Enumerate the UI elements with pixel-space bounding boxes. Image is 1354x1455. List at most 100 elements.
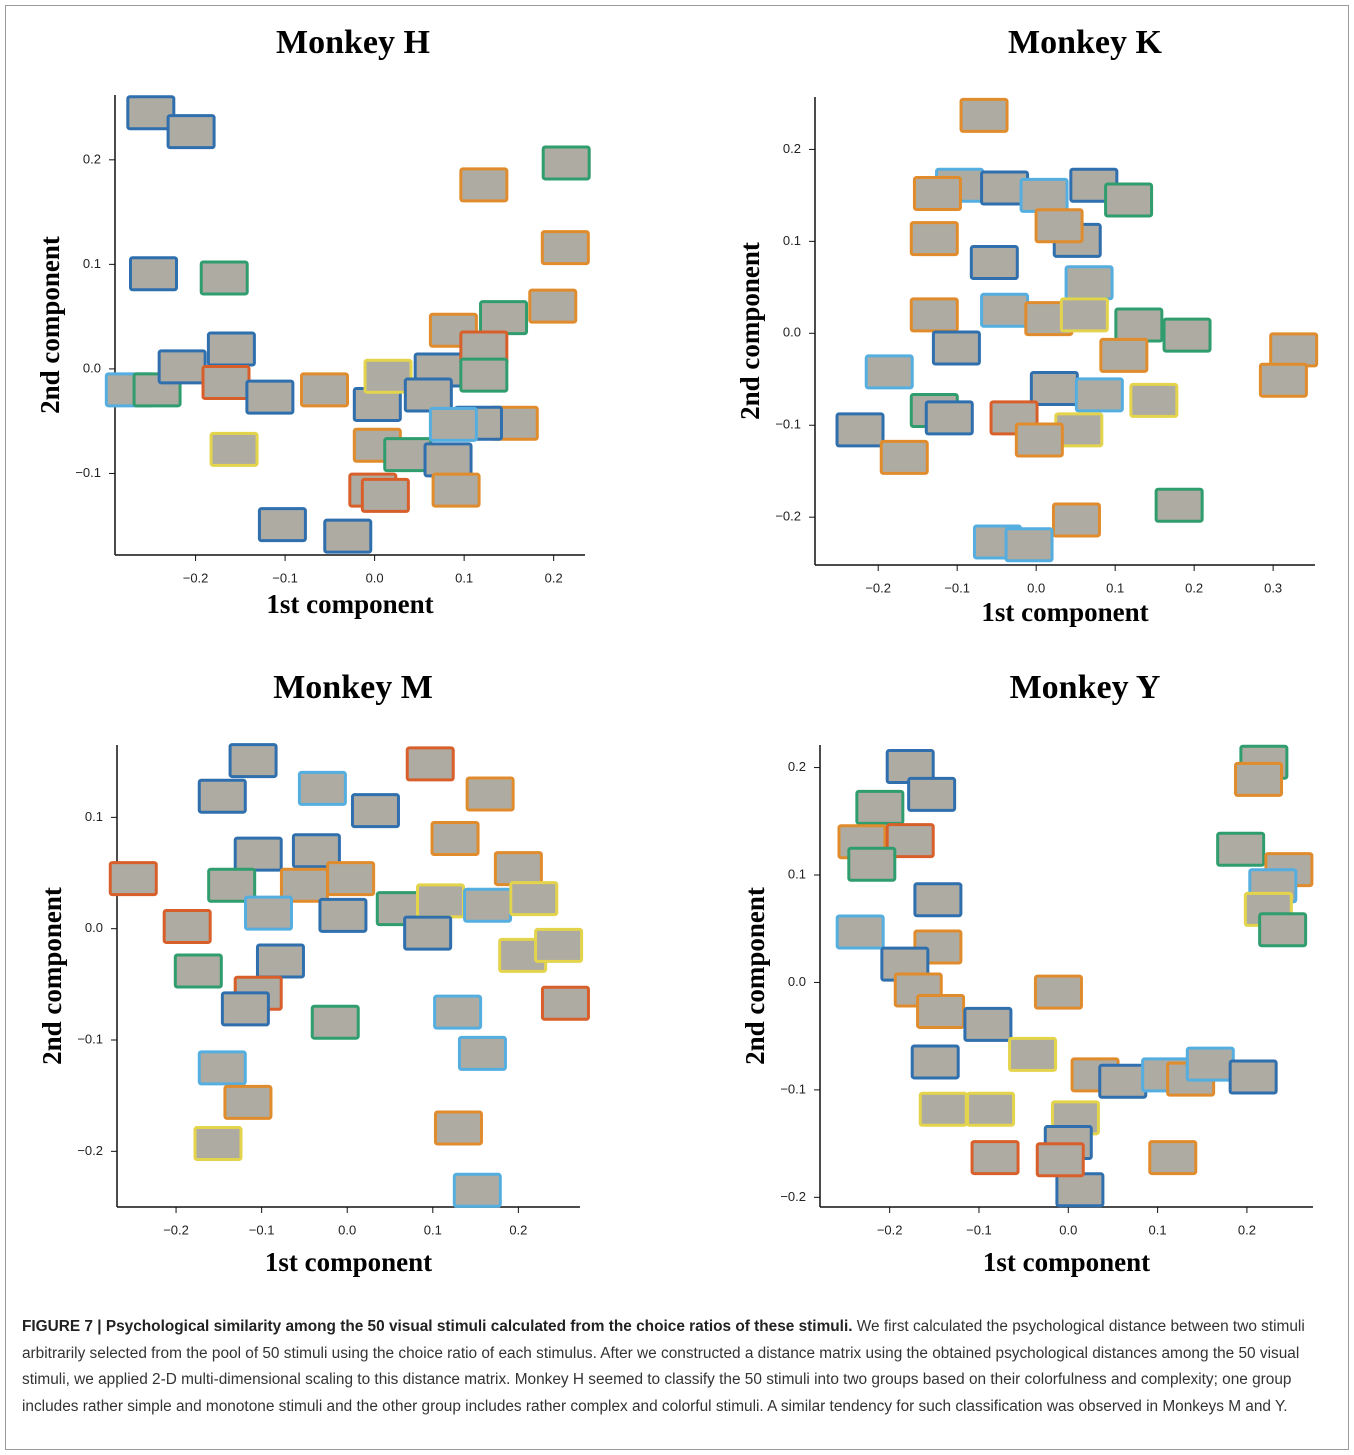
- stimulus-thumbnail: [1098, 1063, 1148, 1099]
- stimulus-thumbnail: [326, 861, 376, 897]
- x-axis-label: 1st component: [266, 589, 433, 619]
- stimulus-thumbnail: [405, 746, 455, 782]
- stimulus-thumbnail: [493, 851, 543, 887]
- stimulus-thumbnail: [233, 836, 283, 872]
- y-tick-label: −0.2: [780, 1189, 806, 1204]
- stimulus-thumbnail: [463, 887, 513, 923]
- stimulus-thumbnail: [199, 260, 249, 296]
- x-tick-label: 0.0: [1059, 1222, 1077, 1237]
- y-tick-label: 0.2: [783, 141, 801, 156]
- stimulus-thumbnail: [1154, 487, 1204, 523]
- x-tick-label: 0.0: [1027, 580, 1045, 595]
- stimulus-thumbnail: [279, 867, 329, 903]
- stimulus-thumbnail: [924, 400, 974, 436]
- y-tick-label: 0.2: [788, 759, 806, 774]
- y-tick-label: 0.1: [788, 866, 806, 881]
- stimulus-thumbnail: [528, 288, 578, 324]
- stimulus-thumbnail: [297, 770, 347, 806]
- stimulus-thumbnail: [431, 472, 481, 508]
- stimulus-thumbnail: [885, 823, 935, 859]
- x-tick-label: 0.2: [545, 570, 563, 585]
- stimulus-thumbnail: [909, 221, 959, 257]
- stimulus-thumbnail: [959, 97, 1009, 133]
- stimulus-thumbnail: [416, 883, 466, 919]
- stimulus-thumbnail: [1148, 1140, 1198, 1176]
- stimulus-thumbnail: [403, 915, 453, 951]
- stimulus-thumbnail: [540, 985, 590, 1021]
- stimulus-thumbnail: [963, 1006, 1013, 1042]
- x-tick-label: −0.2: [877, 1222, 903, 1237]
- stimulus-thumbnail: [323, 518, 373, 554]
- y-axis-label: 2nd component: [735, 242, 765, 420]
- stimulus-thumbnail: [1216, 831, 1266, 867]
- stimulus-thumbnail: [157, 349, 207, 385]
- stimulus-thumbnail: [228, 743, 278, 779]
- stimulus-thumbnail: [310, 1004, 360, 1040]
- stimulus-thumbnail: [1008, 1036, 1058, 1072]
- stimulus-thumbnail: [201, 365, 251, 400]
- stimulus-thumbnail: [909, 297, 959, 333]
- x-tick-label: 0.2: [1238, 1222, 1256, 1237]
- chart: Monkey H 1st component 2nd component −0.2 −0…: [35, 24, 591, 619]
- chart-title: Monkey M: [273, 669, 433, 706]
- x-tick-label: −0.1: [249, 1222, 275, 1237]
- stimulus-thumbnail: [207, 867, 257, 903]
- caption-text: We first calculated the psychological di…: [22, 1318, 1305, 1415]
- stimulus-thumbnail: [1033, 974, 1083, 1010]
- stimulus-thumbnail: [255, 943, 305, 979]
- stimulus-thumbnail: [1258, 362, 1308, 398]
- stimulus-thumbnail: [1029, 370, 1079, 406]
- stimulus-thumbnail: [966, 1091, 1016, 1127]
- chart: Monkey M 1st component 2nd component −0.2 −0…: [37, 669, 590, 1277]
- y-tick-label: 0.1: [85, 809, 103, 824]
- stimulus-thumbnail: [931, 330, 981, 366]
- stimulus-thumbnail: [457, 1035, 507, 1071]
- x-tick-label: −0.2: [163, 1222, 189, 1237]
- stimulus-thumbnail: [197, 778, 247, 814]
- y-tick-label: 0.0: [85, 920, 103, 935]
- x-tick-label: 0.1: [424, 1222, 442, 1237]
- stimulus-thumbnail: [459, 167, 509, 203]
- y-axis-label: 2nd component: [740, 887, 770, 1065]
- stimulus-thumbnail: [459, 357, 509, 393]
- stimulus-thumbnail: [209, 431, 259, 467]
- x-axis-label: 1st component: [983, 1247, 1150, 1277]
- y-tick-label: −0.1: [775, 417, 801, 432]
- chart: Monkey K 1st component 2nd component −0.2 −0…: [735, 24, 1319, 627]
- stimulus-thumbnail: [360, 477, 410, 513]
- stimulus-thumbnail: [1019, 177, 1069, 213]
- stimulus-thumbnail: [403, 377, 453, 413]
- stimulus-thumbnail: [318, 897, 368, 933]
- stimulus-thumbnail: [1099, 337, 1149, 373]
- stimulus-thumbnail: [913, 882, 963, 918]
- stimulus-thumbnail: [479, 300, 529, 336]
- stimulus-thumbnail: [126, 95, 176, 131]
- stimulus-thumbnail: [108, 861, 158, 897]
- x-tick-label: 0.0: [366, 570, 384, 585]
- stimulus-thumbnail: [1035, 1142, 1085, 1178]
- x-tick-label: −0.2: [183, 570, 209, 585]
- stimulus-thumbnail: [540, 230, 590, 266]
- stimulus-thumbnail: [980, 292, 1030, 328]
- y-tick-label: 0.1: [83, 256, 101, 271]
- y-axis-label: 2nd component: [35, 236, 65, 414]
- y-tick-label: 0.2: [83, 151, 101, 166]
- x-tick-label: −0.1: [966, 1222, 992, 1237]
- stimulus-thumbnail: [847, 846, 897, 882]
- stimulus-thumbnail: [907, 776, 957, 812]
- stimulus-thumbnail: [541, 145, 591, 181]
- stimulus-thumbnail: [1114, 307, 1164, 343]
- stimulus-thumbnail: [1162, 317, 1212, 353]
- stimulus-thumbnail: [291, 833, 341, 869]
- stimulus-thumbnail: [245, 379, 295, 415]
- stimulus-thumbnail: [969, 245, 1019, 281]
- stimulus-thumbnail: [916, 993, 966, 1029]
- y-tick-label: −0.1: [77, 1031, 103, 1046]
- stimulus-thumbnail: [1129, 382, 1179, 418]
- frame: [5, 5, 1349, 1450]
- stimulus-thumbnail: [433, 1110, 483, 1146]
- stimulus-thumbnail: [193, 1126, 243, 1162]
- stimulus-thumbnail: [430, 821, 480, 857]
- stimulus-thumbnail: [1228, 1059, 1278, 1095]
